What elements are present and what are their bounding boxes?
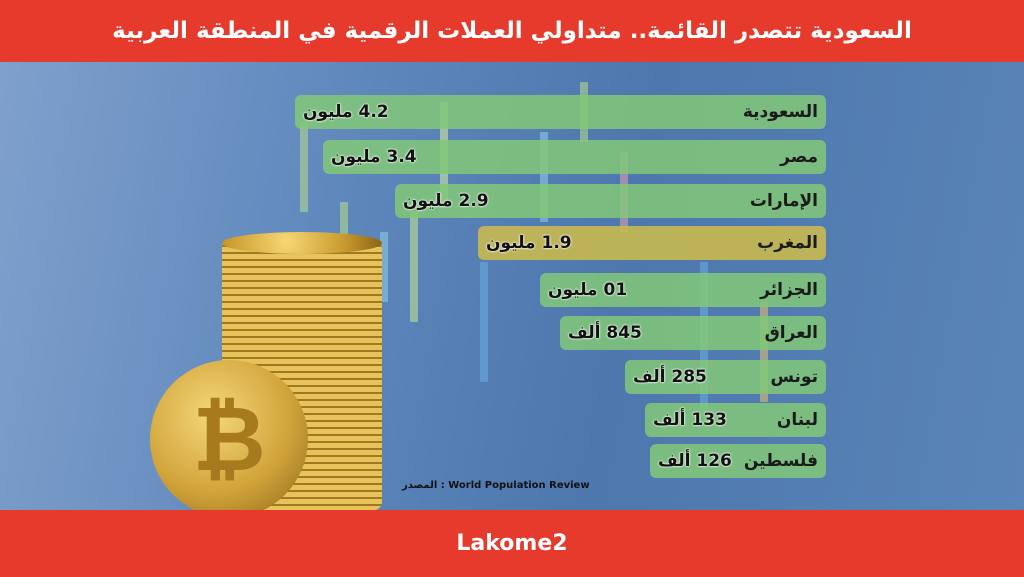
bitcoin-icon: ₿ (150, 360, 308, 518)
bar: الجزائر 01 مليون (540, 273, 826, 307)
bar-category-label: مصر (780, 147, 818, 167)
bar-value-label: 3.4 مليون (331, 147, 417, 167)
bar-category-label: فلسطين (743, 451, 818, 471)
bar: لبنان 133 ألف (645, 403, 826, 437)
source-note: المصدر : World Population Review (402, 480, 590, 491)
candlestick (540, 132, 548, 222)
bar-category-label: العراق (764, 323, 818, 343)
bar-value-label: 2.9 مليون (403, 191, 489, 211)
page-title: السعودية تتصدر القائمة.. متداولي العملات… (112, 18, 912, 44)
brand-label: Lakome2 (456, 531, 568, 556)
bar: تونس 285 ألف (625, 360, 826, 394)
bar-value-label: 133 ألف (653, 410, 727, 430)
header: السعودية تتصدر القائمة.. متداولي العملات… (0, 0, 1024, 62)
bar: مصر 3.4 مليون (323, 140, 826, 174)
bar: المغرب 1.9 مليون (478, 226, 826, 260)
bar-value-label: 126 ألف (658, 451, 732, 471)
bar: فلسطين 126 ألف (650, 444, 826, 478)
bar: الإمارات 2.9 مليون (395, 184, 826, 218)
bar-value-label: 1.9 مليون (486, 233, 572, 253)
candlestick (480, 262, 488, 382)
bar-category-label: لبنان (776, 410, 818, 430)
bar-value-label: 01 مليون (548, 280, 628, 300)
bar-category-label: الإمارات (749, 191, 818, 211)
candlestick (760, 302, 768, 402)
bar-category-label: السعودية (742, 102, 818, 122)
candlestick (300, 122, 308, 212)
bar: العراق 845 ألف (560, 316, 826, 350)
footer: Lakome2 (0, 510, 1024, 577)
bar-category-label: الجزائر (760, 280, 818, 300)
coin-top (222, 232, 382, 254)
bar-category-label: تونس (770, 367, 818, 387)
candlestick (380, 232, 388, 302)
bar: السعودية 4.2 مليون (295, 95, 826, 129)
bar-value-label: 285 ألف (633, 367, 707, 387)
candlestick (410, 212, 418, 322)
bar-value-label: 4.2 مليون (303, 102, 389, 122)
bar-category-label: المغرب (757, 233, 818, 253)
bar-value-label: 845 ألف (568, 323, 642, 343)
